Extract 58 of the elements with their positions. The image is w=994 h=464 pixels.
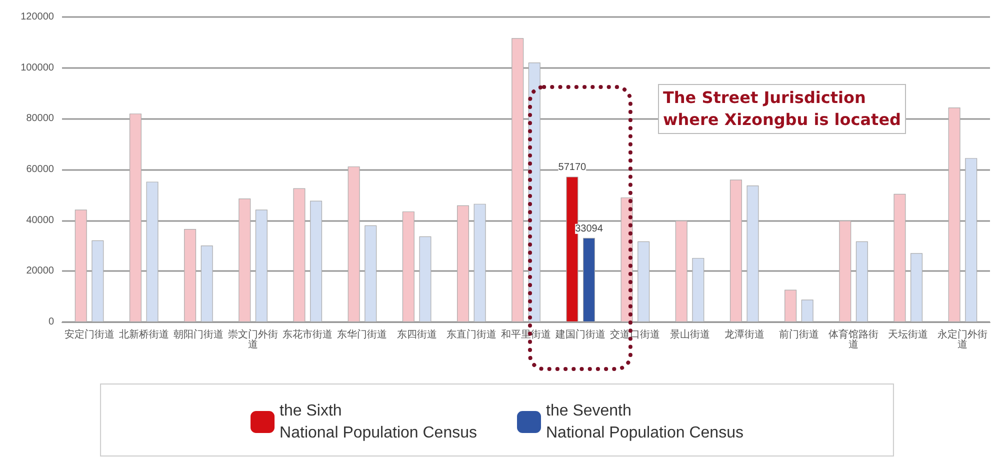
bar: [92, 240, 104, 322]
bar: [692, 258, 704, 322]
bar: [638, 241, 650, 322]
data-label: 33094: [575, 223, 604, 234]
y-tick-label: 40000: [26, 214, 54, 226]
y-tick-label: 120000: [20, 12, 54, 22]
y-tick-label: 20000: [26, 266, 54, 277]
x-tick-label: 前门街道: [778, 328, 819, 340]
bar: [74, 210, 87, 322]
x-tick-label: 北新桥街道: [118, 328, 169, 340]
bar: [129, 114, 142, 322]
bar: [184, 228, 196, 322]
y-tick-label: 100000: [20, 62, 54, 74]
bar: [839, 220, 852, 322]
x-tick-label: 龙潭街道: [724, 328, 764, 340]
y-tick-label: 80000: [26, 113, 54, 124]
bar: [255, 210, 268, 322]
bar: [675, 220, 688, 322]
x-tick-label: 天坛街道: [888, 328, 928, 340]
x-tick-label: 东华门街道: [337, 328, 388, 340]
bar: [894, 194, 906, 322]
bar: [348, 166, 360, 322]
x-tick-label: 永定门外街道: [938, 328, 988, 350]
bar: [200, 245, 213, 322]
x-tick-label: 东直门街道: [446, 328, 496, 340]
bar: [402, 211, 414, 322]
bar: [730, 180, 742, 322]
y-tick-label: 0: [48, 316, 54, 328]
bar: [910, 253, 923, 322]
x-tick-label: 景山街道: [670, 328, 710, 340]
x-tick-label: 建国门街道: [554, 328, 606, 340]
bar: [801, 300, 814, 322]
bar: [856, 241, 868, 322]
x-tick-label: 安定门街道: [64, 328, 114, 340]
bar: [965, 158, 978, 322]
bar: [457, 205, 470, 322]
bar: [746, 186, 759, 322]
data-label: 57170: [558, 162, 587, 174]
x-tick-label: 东花市街道: [282, 328, 333, 340]
bar: [582, 238, 595, 322]
bar: [948, 107, 960, 322]
bar: [238, 198, 251, 322]
annotation: The Street Jurisdiction where Xizongbu is located: [658, 84, 906, 134]
x-tick-label: 体育馆路街道: [828, 328, 879, 350]
bar: [146, 182, 158, 322]
bar: [293, 188, 306, 322]
x-tick-label: 东四街道: [396, 328, 437, 340]
x-tick-label: 朝阳门街道: [173, 328, 224, 340]
bar: [364, 225, 377, 322]
bar: [512, 38, 524, 322]
bar: [419, 236, 432, 322]
legend-label: the Seventh National Population Census: [546, 402, 744, 442]
bar: [474, 204, 486, 322]
legend-label: the Sixth National Population Census: [280, 402, 478, 442]
x-tick-label: 崇文门外街道: [228, 328, 278, 350]
bar: [784, 290, 797, 322]
bar: [310, 200, 322, 322]
y-tick-label: 60000: [26, 164, 54, 175]
